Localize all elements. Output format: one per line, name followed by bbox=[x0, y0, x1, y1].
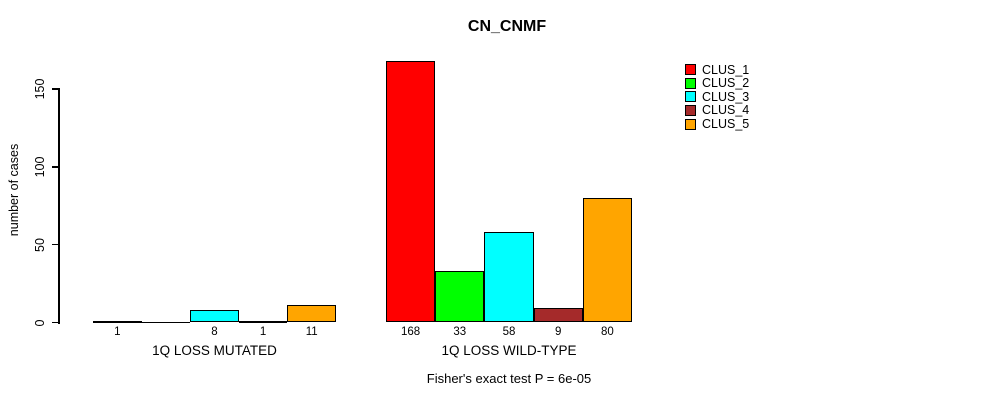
bar-CLUS_2 bbox=[141, 321, 191, 323]
legend-swatch-icon bbox=[685, 118, 696, 130]
bar-CLUS_3 bbox=[484, 232, 534, 323]
group-label: 1Q LOSS MUTATED bbox=[152, 343, 277, 358]
bar-value-label: 9 bbox=[554, 326, 562, 338]
bar-CLUS_1 bbox=[93, 320, 142, 323]
legend-item-CLUS_4: CLUS_4 bbox=[685, 104, 749, 118]
y-axis-tick-label: 100 bbox=[33, 156, 47, 178]
y-axis-tick-label: 0 bbox=[33, 319, 47, 326]
y-axis-tick bbox=[52, 88, 59, 90]
legend-label: CLUS_4 bbox=[702, 103, 750, 118]
bar-CLUS_4 bbox=[533, 308, 583, 323]
bar-value-label: 33 bbox=[453, 326, 467, 338]
bar-CLUS_4 bbox=[238, 320, 288, 323]
legend-item-CLUS_2: CLUS_2 bbox=[685, 77, 749, 91]
legend-item-CLUS_3: CLUS_3 bbox=[685, 90, 749, 104]
bar-value-label: 1 bbox=[114, 326, 121, 338]
bar-CLUS_3 bbox=[190, 310, 239, 323]
y-axis-label: number of cases bbox=[7, 143, 21, 237]
bar-CLUS_2 bbox=[435, 271, 485, 323]
bar-CLUS_1 bbox=[386, 61, 436, 323]
fisher-test-annotation: Fisher's exact test P = 6e-05 bbox=[426, 371, 592, 386]
legend-swatch-icon bbox=[685, 77, 696, 89]
y-axis-tick bbox=[52, 321, 59, 324]
bar-value-label: 80 bbox=[600, 326, 614, 338]
bar-value-label: 11 bbox=[305, 326, 318, 338]
chart-title: CN_CNMF bbox=[467, 18, 547, 35]
bar-CLUS_5 bbox=[582, 198, 632, 323]
group-label: 1Q LOSS WILD-TYPE bbox=[441, 343, 577, 358]
y-axis-tick bbox=[52, 243, 59, 246]
legend-swatch-icon bbox=[685, 64, 696, 76]
bar-CLUS_5 bbox=[287, 305, 336, 323]
y-axis-tick-label: 50 bbox=[33, 237, 47, 252]
legend-label: CLUS_1 bbox=[702, 62, 750, 77]
legend-swatch-icon bbox=[685, 105, 696, 117]
y-axis-tick-label: 150 bbox=[33, 78, 47, 100]
bar-value-label: 168 bbox=[401, 326, 421, 338]
legend: CLUS_1 CLUS_2 CLUS_3 CLUS_4 CLUS_5 bbox=[685, 63, 749, 131]
legend-item-CLUS_1: CLUS_1 bbox=[685, 63, 749, 77]
legend-label: CLUS_3 bbox=[702, 89, 750, 104]
legend-swatch-icon bbox=[685, 91, 696, 103]
y-axis-line bbox=[58, 88, 60, 324]
bar-value-label: 1 bbox=[259, 326, 267, 338]
legend-label: CLUS_5 bbox=[702, 116, 750, 131]
legend-item-CLUS_5: CLUS_5 bbox=[685, 117, 749, 131]
legend-label: CLUS_2 bbox=[702, 76, 750, 91]
bar-value-label: 58 bbox=[502, 326, 516, 338]
y-axis-tick bbox=[52, 166, 59, 168]
bar-value-label: 8 bbox=[211, 326, 218, 338]
